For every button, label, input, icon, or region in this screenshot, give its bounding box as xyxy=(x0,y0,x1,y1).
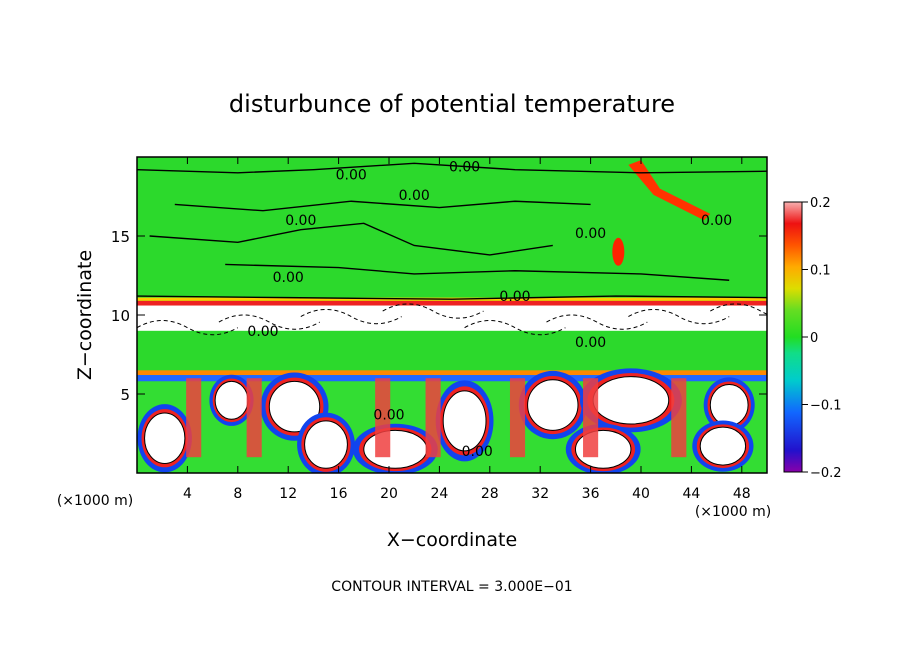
contour-label: 0.00 xyxy=(285,213,316,229)
x-tick-label: 4 xyxy=(183,486,192,502)
y-tick-label: 5 xyxy=(120,386,130,404)
x-tick-label: 24 xyxy=(430,486,448,502)
y-tick-label: 10 xyxy=(111,307,130,325)
contour-interval-note: CONTOUR INTERVAL = 3.000E−01 xyxy=(331,579,572,595)
contour-label: 0.00 xyxy=(247,324,278,340)
cell-core xyxy=(592,376,670,425)
cell-core xyxy=(304,420,348,469)
dashed-contour xyxy=(300,308,402,325)
contour-label: 0.00 xyxy=(575,226,606,242)
cell-core xyxy=(442,390,487,452)
contour-line xyxy=(174,200,591,212)
upper-spot xyxy=(612,237,625,266)
plume xyxy=(186,378,202,458)
colorbar-tick-label: −0.1 xyxy=(810,399,842,414)
x-axis: 4 8 12 16 20 24 28 32 36 40 44 48 xyxy=(183,157,751,502)
x-tick-label: 48 xyxy=(733,486,751,502)
colorbar: 0.2 0.1 0 −0.1 −0.2 xyxy=(783,196,842,481)
cell-core xyxy=(144,412,186,465)
x-tick-label: 40 xyxy=(632,486,650,502)
contour-label: 0.00 xyxy=(336,167,367,183)
colorbar-ticks: 0.2 0.1 0 −0.1 −0.2 xyxy=(802,196,842,481)
dashed-contour xyxy=(546,314,648,330)
contour-label: 0.00 xyxy=(499,289,530,305)
cell-core xyxy=(709,384,749,427)
x-tick-label: 28 xyxy=(481,486,499,502)
contour-label: 0.00 xyxy=(701,213,732,229)
colorbar-tick-label: −0.2 xyxy=(810,466,842,481)
contour-label: 0.00 xyxy=(399,188,430,204)
plume xyxy=(671,378,687,458)
cell-core xyxy=(268,380,321,433)
colorbar-tick-label: 0 xyxy=(810,331,818,346)
band-lower-edge xyxy=(137,370,767,376)
plume xyxy=(246,378,262,458)
dashed-contour xyxy=(382,303,484,319)
contour-label: 0.00 xyxy=(373,408,404,424)
field-features xyxy=(137,160,767,473)
plume xyxy=(375,378,391,458)
contour-line xyxy=(149,222,553,256)
x-unit-right: (×1000 m) xyxy=(695,504,771,520)
contour-line xyxy=(137,295,767,300)
contour-label: 0.00 xyxy=(449,159,480,175)
contour-label: 0.00 xyxy=(575,335,606,351)
contour-labels: 0.00 0.00 0.00 0.00 0.00 0.00 0.00 0.00 0.00 0.00… xyxy=(247,159,732,459)
dashed-contour xyxy=(464,320,566,336)
upper-plume xyxy=(628,160,711,221)
dashed-contour xyxy=(218,314,320,330)
dashed-contour xyxy=(628,308,730,325)
x-tick-label: 36 xyxy=(582,486,600,502)
y-axis: 5 10 15 xyxy=(111,228,767,404)
dashed-contour xyxy=(710,303,767,315)
x-tick-label: 20 xyxy=(380,486,398,502)
plume xyxy=(509,378,526,458)
cell-core xyxy=(527,379,579,431)
chart-title: disturbunce of potential temperature xyxy=(229,90,675,118)
y-tick-label: 15 xyxy=(111,228,130,246)
colorbar-tick-label: 0.2 xyxy=(810,196,831,211)
contour-label: 0.00 xyxy=(462,444,493,460)
colorbar-gradient xyxy=(783,201,803,473)
x-tick-label: 32 xyxy=(531,486,549,502)
colorbar-tick-label: 0.1 xyxy=(810,264,831,279)
band-lower-blue xyxy=(137,375,767,382)
contour-line xyxy=(137,162,767,174)
x-tick-label: 8 xyxy=(233,486,242,502)
x-tick-label: 44 xyxy=(682,486,700,502)
y-axis-label: Z−coordinate xyxy=(74,250,96,380)
band-edge-red xyxy=(137,300,767,306)
dashed-contour xyxy=(137,320,239,336)
x-unit-left: (×1000 m) xyxy=(57,493,133,509)
cell-core xyxy=(214,380,249,420)
cell-core xyxy=(699,426,747,466)
plot-area: 0.00 0.00 0.00 0.00 0.00 0.00 0.00 0.00 0.00 0.00… xyxy=(137,157,767,473)
cell-core xyxy=(363,429,428,469)
x-axis-label: X−coordinate xyxy=(387,529,517,551)
contour-line xyxy=(225,263,730,281)
plume xyxy=(583,378,599,458)
plume xyxy=(425,378,441,458)
x-tick-label: 12 xyxy=(279,486,297,502)
contour-label: 0.00 xyxy=(273,270,304,286)
x-tick-label: 16 xyxy=(330,486,348,502)
